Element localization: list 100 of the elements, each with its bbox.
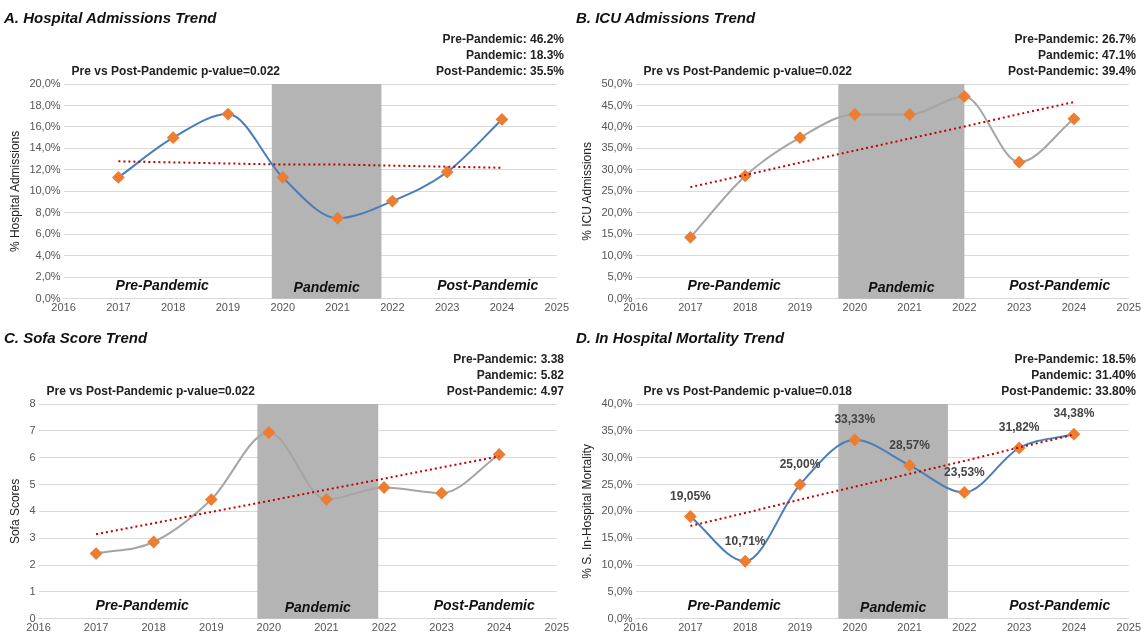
y-tick-label: 40,0% bbox=[601, 397, 633, 410]
text: Pre vs Post-Pandemic p-value=0.022 bbox=[71, 64, 281, 79]
x-tick-label: 2020 bbox=[842, 301, 868, 314]
y-tick-label: 20,0% bbox=[601, 205, 633, 218]
x-tick-label: 2017 bbox=[678, 621, 703, 634]
point bbox=[1067, 112, 1080, 125]
x-tick-label: 2019 bbox=[787, 621, 813, 634]
y-tick-label: 0 bbox=[29, 611, 36, 624]
text: Pandemic: 31.40% bbox=[1031, 368, 1137, 383]
annotation: Post-Pandemic bbox=[1009, 596, 1111, 613]
x-tick-label: 2018 bbox=[732, 301, 758, 314]
text: Pre vs Post-Pandemic p-value=0.022 bbox=[643, 64, 853, 79]
text: Pre vs Post-Pandemic p-value=0.022 bbox=[46, 384, 256, 399]
point bbox=[1067, 428, 1080, 441]
point bbox=[739, 555, 752, 568]
y-tick-label: 10,0% bbox=[601, 558, 633, 571]
x-tick-label: 2022 bbox=[952, 301, 977, 314]
x-tick-label: 2023 bbox=[429, 621, 454, 634]
annotation: Pre-Pandemic bbox=[115, 276, 210, 293]
x-tick-label: 2023 bbox=[434, 301, 460, 314]
chart-title: C. Sofa Score Trend bbox=[4, 329, 148, 347]
x-tick-label: 2019 bbox=[215, 301, 241, 314]
point bbox=[320, 493, 333, 506]
x-tick-label: 2020 bbox=[270, 301, 296, 314]
y-tick-label: 7 bbox=[29, 423, 36, 436]
x-tick-label: 2022 bbox=[952, 621, 977, 634]
point bbox=[793, 478, 806, 491]
point bbox=[112, 171, 125, 184]
y-tick-label: 8,0% bbox=[35, 205, 61, 218]
x-tick-label: 2024 bbox=[489, 301, 515, 314]
y-tick-label: 6,0% bbox=[35, 227, 61, 240]
point bbox=[331, 212, 344, 225]
text: Post-Pandemic: 39.4% bbox=[1007, 64, 1137, 79]
point bbox=[958, 90, 971, 103]
point bbox=[262, 426, 275, 439]
x-tick-label: 2017 bbox=[106, 301, 131, 314]
point bbox=[435, 487, 448, 500]
y-tick-label: 10,0% bbox=[29, 184, 61, 197]
y-tick-label: 25,0% bbox=[601, 184, 633, 197]
x-tick-label: 2016 bbox=[623, 301, 648, 314]
point bbox=[684, 510, 697, 523]
band-label: Pandemic bbox=[868, 278, 935, 295]
y-tick-label: 12,0% bbox=[29, 162, 61, 175]
annotation: Pre-Pandemic bbox=[687, 596, 782, 613]
text: Post-Pandemic: 35.5% bbox=[435, 64, 565, 79]
y-tick-label: 35,0% bbox=[601, 141, 633, 154]
y-tick-label: 15,0% bbox=[601, 531, 633, 544]
y-tick-label: 0,0% bbox=[35, 291, 61, 304]
y-tick-label: 5 bbox=[29, 477, 36, 490]
point bbox=[441, 166, 454, 179]
x-tick-label: 2023 bbox=[1006, 621, 1032, 634]
x-tick-label: 2021 bbox=[314, 621, 339, 634]
data-label: 28,57% bbox=[889, 437, 931, 452]
point bbox=[493, 448, 506, 461]
point bbox=[378, 481, 391, 494]
x-tick-label: 2022 bbox=[371, 621, 397, 634]
x-tick-label: 2025 bbox=[544, 301, 570, 314]
y-tick-label: 15,0% bbox=[601, 227, 633, 240]
y-tick-label: 2 bbox=[29, 558, 36, 571]
y-tick-label: 14,0% bbox=[29, 141, 61, 154]
x-tick-label: 2019 bbox=[787, 301, 813, 314]
point bbox=[903, 459, 916, 472]
point bbox=[903, 108, 916, 121]
y-tick-label: 50,0% bbox=[601, 77, 633, 90]
text: Pre-Pandemic: 46.2% bbox=[442, 32, 565, 47]
x-tick-label: 2021 bbox=[897, 301, 922, 314]
y-tick-label: 5,0% bbox=[607, 270, 633, 283]
annotation: Pre-Pandemic bbox=[95, 596, 190, 613]
point bbox=[495, 113, 508, 126]
point bbox=[793, 131, 806, 144]
x-tick-label: 2024 bbox=[486, 621, 512, 634]
y-tick-label: 25,0% bbox=[601, 477, 633, 490]
y-tick-label: 6 bbox=[29, 450, 36, 463]
data-label: 23,53% bbox=[944, 464, 986, 479]
chart-title: B. ICU Admissions Trend bbox=[576, 9, 757, 27]
data-label: 34,38% bbox=[1053, 406, 1095, 421]
y-axis-title: Sofa Scores bbox=[7, 478, 22, 545]
x-tick-label: 2016 bbox=[51, 301, 76, 314]
y-tick-label: 20,0% bbox=[601, 504, 633, 517]
text: Pandemic: 47.1% bbox=[1037, 48, 1137, 63]
line-series bbox=[689, 101, 1075, 189]
x-tick-label: 2018 bbox=[141, 621, 166, 634]
x-tick-label: 2017 bbox=[678, 301, 703, 314]
point bbox=[167, 131, 180, 144]
point bbox=[684, 231, 697, 244]
y-tick-label: 1 bbox=[29, 584, 36, 597]
y-tick-label: 5,0% bbox=[607, 584, 633, 597]
y-tick-label: 35,0% bbox=[601, 423, 633, 436]
y-tick-label: 10,0% bbox=[601, 248, 633, 261]
text: Pandemic: 18.3% bbox=[465, 48, 565, 63]
y-tick-label: 18,0% bbox=[29, 98, 61, 111]
x-tick-label: 2016 bbox=[623, 621, 648, 634]
band-label: Pandemic bbox=[293, 278, 360, 295]
x-tick-label: 2021 bbox=[325, 301, 350, 314]
y-tick-label: 20,0% bbox=[29, 77, 61, 90]
data-label: 19,05% bbox=[670, 488, 712, 503]
text: Pre-Pandemic: 18.5% bbox=[1014, 352, 1137, 367]
data-label: 31,82% bbox=[998, 420, 1040, 435]
band-label: Pandemic bbox=[284, 598, 352, 615]
x-tick-label: 2019 bbox=[199, 621, 224, 634]
